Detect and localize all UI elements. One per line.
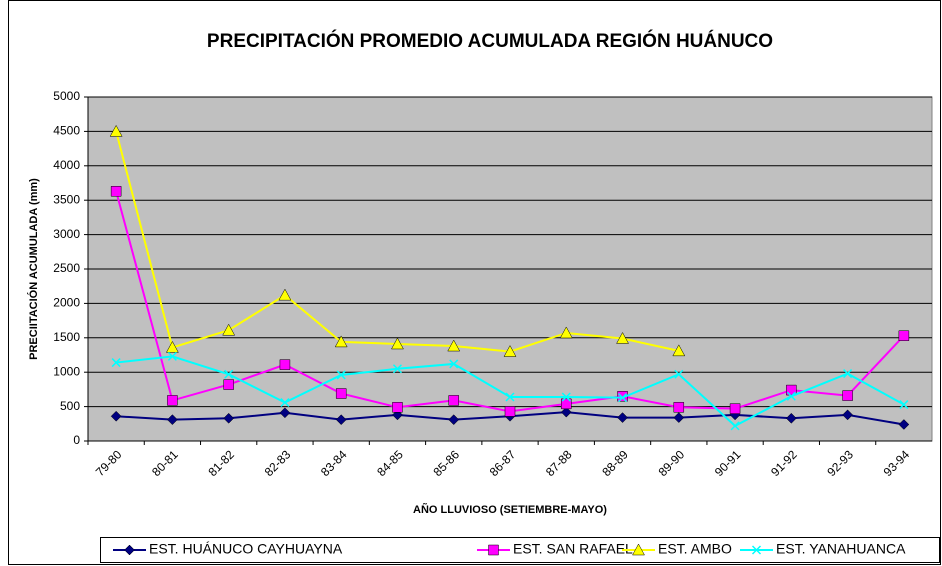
marker — [448, 395, 459, 406]
marker — [751, 545, 762, 555]
legend-label: EST. YANAHUANCA — [776, 541, 906, 557]
y-tick-label: 2000 — [53, 296, 80, 310]
marker — [224, 369, 234, 379]
marker — [617, 412, 628, 423]
marker — [842, 409, 853, 421]
marker — [280, 397, 290, 408]
marker — [673, 412, 685, 423]
y-tick-label: 3500 — [53, 192, 80, 206]
marker — [392, 402, 403, 413]
marker — [505, 392, 515, 402]
marker — [336, 370, 346, 380]
marker — [335, 414, 347, 426]
y-tick-label: 500 — [60, 399, 80, 413]
marker — [616, 331, 629, 344]
marker — [632, 543, 645, 556]
marker — [111, 358, 121, 368]
marker — [279, 359, 291, 370]
marker — [165, 340, 179, 353]
marker — [167, 395, 178, 406]
marker — [898, 419, 910, 430]
marker — [447, 339, 461, 352]
marker — [559, 326, 573, 339]
y-tick-label: 0 — [73, 433, 80, 447]
marker — [223, 412, 235, 424]
marker — [110, 410, 122, 422]
marker — [335, 388, 347, 399]
y-axis-label: PRECIITACIÓN ACUMULADA (mm) — [27, 178, 40, 360]
legend-box — [100, 537, 940, 563]
marker — [448, 414, 460, 426]
marker — [674, 369, 684, 379]
marker — [899, 400, 909, 410]
y-tick-label: 1000 — [53, 364, 80, 378]
marker — [898, 330, 910, 341]
y-tick-label: 2500 — [53, 261, 80, 275]
marker — [618, 393, 628, 403]
legend-label: EST. SAN RAFAEL — [513, 541, 633, 557]
marker — [278, 288, 292, 301]
y-tick-label: 4000 — [53, 158, 80, 172]
marker — [785, 412, 797, 424]
marker — [167, 414, 178, 426]
marker — [843, 369, 853, 379]
marker — [561, 392, 571, 402]
marker — [392, 364, 402, 374]
chart-title: PRECIPITACIÓN PROMEDIO ACUMULADA REGIÓN … — [207, 30, 773, 52]
legend-label: EST. AMBO — [658, 541, 732, 557]
marker — [109, 124, 123, 137]
marker — [391, 337, 404, 350]
marker — [223, 379, 234, 390]
y-tick-label: 4500 — [53, 124, 80, 138]
marker — [124, 544, 135, 556]
marker — [167, 351, 177, 361]
marker — [504, 406, 516, 417]
marker — [560, 406, 572, 418]
marker — [672, 344, 686, 357]
legend-label: EST. HUÁNUCO CAYHUAYNA — [149, 541, 343, 557]
marker — [842, 390, 853, 401]
marker — [729, 403, 741, 414]
marker — [730, 421, 740, 431]
marker — [110, 186, 122, 197]
marker — [222, 323, 236, 336]
marker — [786, 391, 796, 401]
marker — [449, 359, 459, 369]
marker — [334, 335, 348, 348]
marker — [488, 544, 499, 556]
marker — [279, 407, 291, 419]
y-tick-label: 5000 — [53, 89, 80, 103]
y-tick-label: 1500 — [53, 330, 80, 344]
marker — [503, 345, 517, 357]
y-tick-label: 3000 — [53, 227, 80, 241]
marker — [673, 402, 685, 413]
x-axis-label: AÑO LLUVIOSO (SETIEMBRE-MAYO) — [413, 503, 607, 516]
